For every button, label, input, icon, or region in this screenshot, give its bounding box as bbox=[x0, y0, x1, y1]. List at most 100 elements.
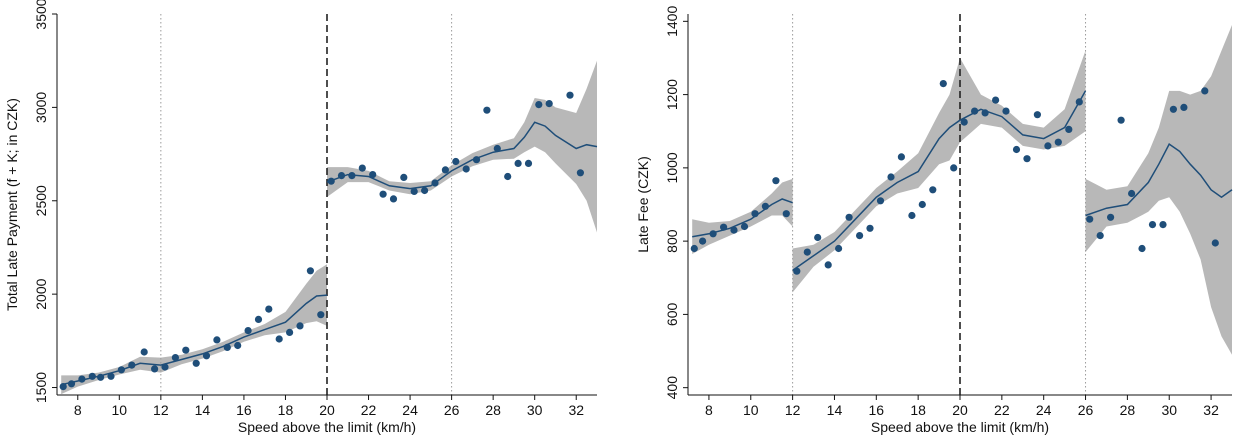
data-point bbox=[514, 159, 522, 167]
data-point bbox=[845, 213, 853, 221]
data-point bbox=[389, 195, 398, 203]
data-point bbox=[327, 177, 335, 185]
data-point bbox=[1148, 221, 1157, 229]
data-point bbox=[1065, 125, 1073, 133]
data-point bbox=[306, 267, 314, 275]
data-point bbox=[410, 187, 418, 195]
data-point bbox=[908, 211, 916, 220]
fit-line-2 bbox=[326, 121, 598, 190]
data-point bbox=[192, 359, 200, 367]
data-point bbox=[337, 172, 346, 180]
x-tick-label: 30 bbox=[527, 402, 543, 418]
confidence-band-2 bbox=[792, 50, 1086, 293]
data-point bbox=[545, 100, 553, 108]
data-point bbox=[929, 186, 937, 194]
data-point bbox=[182, 346, 190, 354]
data-point bbox=[751, 210, 759, 218]
data-point bbox=[1023, 155, 1031, 163]
x-tick-label: 30 bbox=[1161, 402, 1177, 418]
data-point bbox=[117, 366, 125, 374]
data-point bbox=[866, 224, 874, 232]
data-point bbox=[265, 305, 273, 313]
data-point bbox=[971, 107, 979, 115]
x-tick-label: 10 bbox=[112, 402, 128, 418]
chart-panel-2: 8 10 12 14 16 18 20 22 24 26 28 30 32 400 600 800 1000 12… bbox=[635, 6, 1233, 435]
data-point bbox=[835, 244, 843, 253]
data-point bbox=[151, 365, 159, 373]
x-axis-title: Speed above the limit (km/h) bbox=[871, 419, 1049, 435]
fit-line-3 bbox=[1085, 142, 1233, 217]
data-point bbox=[78, 375, 86, 383]
data-point bbox=[244, 327, 252, 335]
data-point bbox=[483, 106, 491, 114]
data-point bbox=[1107, 213, 1115, 221]
data-point bbox=[887, 173, 895, 181]
data-point bbox=[814, 233, 822, 242]
data-point bbox=[939, 80, 947, 88]
data-point bbox=[876, 197, 885, 205]
data-point bbox=[296, 322, 304, 330]
fit-line-2 bbox=[792, 90, 1087, 272]
data-point bbox=[566, 91, 574, 99]
data-point bbox=[128, 361, 136, 369]
x-tick-label: 18 bbox=[278, 402, 294, 418]
x-tick-label: 24 bbox=[1036, 402, 1052, 418]
data-point bbox=[524, 159, 533, 167]
data-point bbox=[981, 109, 989, 117]
x-tick-label: 12 bbox=[785, 402, 801, 418]
x-tick-label: 16 bbox=[869, 402, 885, 418]
x-tick-label: 14 bbox=[195, 402, 211, 418]
y-tick-label: 400 bbox=[664, 376, 680, 400]
data-point bbox=[1054, 138, 1062, 146]
data-point bbox=[1159, 221, 1167, 229]
data-point bbox=[1096, 232, 1104, 240]
data-point bbox=[1117, 116, 1125, 124]
y-tick-label: 1000 bbox=[664, 152, 680, 183]
y-tick-label: 3500 bbox=[33, 0, 49, 30]
data-point bbox=[493, 144, 501, 153]
data-point bbox=[171, 354, 179, 362]
data-point bbox=[803, 248, 811, 256]
x-tick-label: 28 bbox=[485, 402, 501, 418]
data-point bbox=[202, 352, 211, 360]
x-tick-label: 32 bbox=[1203, 402, 1219, 418]
x-axis-title: Speed above the limit (km/h) bbox=[238, 419, 416, 435]
x-tick-label: 32 bbox=[568, 402, 584, 418]
data-point bbox=[1033, 111, 1041, 119]
x-tick-label: 10 bbox=[743, 402, 759, 418]
data-point bbox=[1180, 103, 1188, 111]
data-point bbox=[234, 341, 242, 350]
data-point bbox=[709, 230, 717, 238]
confidence-band-3 bbox=[1085, 25, 1232, 355]
x-tick-label: 18 bbox=[910, 402, 926, 418]
data-point bbox=[161, 363, 169, 371]
x-tick-label: 14 bbox=[827, 402, 843, 418]
data-point bbox=[441, 166, 449, 174]
data-point bbox=[67, 380, 76, 388]
data-point bbox=[140, 348, 148, 356]
confidence-band-1 bbox=[692, 178, 793, 254]
data-point bbox=[504, 172, 512, 181]
y-tick-label: 600 bbox=[664, 303, 680, 327]
data-point bbox=[1002, 107, 1010, 115]
data-point bbox=[897, 153, 906, 161]
data-point bbox=[772, 177, 780, 185]
y-tick-label: 1200 bbox=[664, 79, 680, 110]
data-point bbox=[992, 96, 1000, 104]
y-axis-title: Total Late Payment (f + K; in CZK) bbox=[4, 98, 20, 311]
x-tick-label: 22 bbox=[361, 402, 377, 418]
data-point bbox=[576, 169, 585, 177]
data-point bbox=[761, 202, 770, 210]
data-point bbox=[59, 383, 67, 391]
data-point bbox=[421, 186, 429, 195]
y-tick-label: 800 bbox=[664, 229, 680, 253]
data-point bbox=[223, 343, 231, 351]
data-point bbox=[793, 267, 801, 275]
x-tick-label: 20 bbox=[952, 402, 968, 418]
fit-line-1 bbox=[61, 294, 328, 386]
confidence-band-1 bbox=[61, 264, 327, 395]
data-point bbox=[1086, 215, 1094, 223]
x-tick-label: 24 bbox=[402, 402, 418, 418]
data-point bbox=[286, 328, 294, 336]
